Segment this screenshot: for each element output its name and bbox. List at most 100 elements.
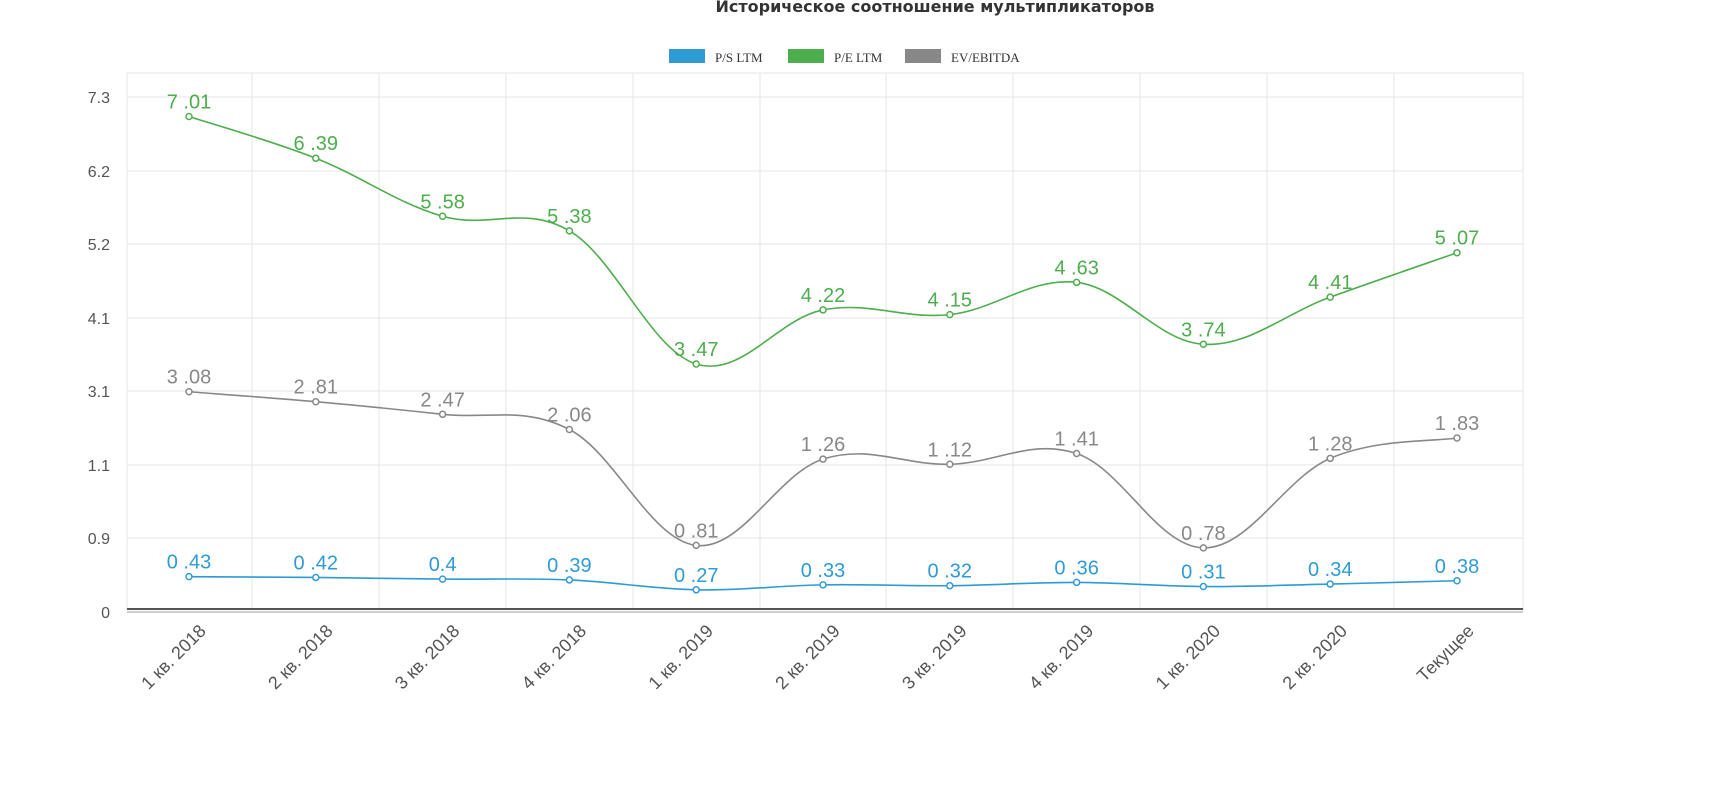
data-label: 6 .39 bbox=[294, 133, 338, 155]
data-point[interactable] bbox=[692, 541, 700, 550]
legend: P/S LTM P/E LTM EV/EBITDA bbox=[669, 49, 1020, 65]
data-point[interactable] bbox=[1072, 449, 1081, 458]
data-label: 1 .83 bbox=[1435, 413, 1479, 435]
legend-swatch[interactable] bbox=[669, 49, 705, 63]
data-label: 0 .33 bbox=[801, 560, 845, 582]
legend-swatch[interactable] bbox=[788, 49, 824, 63]
x-tick-label: 2 кв. 2018 bbox=[264, 621, 336, 693]
data-label: 1 .28 bbox=[1308, 433, 1352, 455]
x-tick-label: 1 кв. 2020 bbox=[1152, 621, 1224, 693]
data-label: 0 .81 bbox=[674, 520, 718, 542]
data-point[interactable] bbox=[946, 581, 954, 590]
data-label: 0 .34 bbox=[1308, 559, 1352, 581]
data-label: 4 .41 bbox=[1308, 272, 1352, 294]
data-label: 3 .47 bbox=[674, 339, 718, 361]
grid bbox=[126, 72, 1524, 609]
chart-title: Историческое соотношение мультипликаторо… bbox=[715, 0, 1154, 16]
x-tick-label: 2 кв. 2019 bbox=[771, 621, 843, 693]
y-tick-label: 7.3 bbox=[88, 90, 110, 107]
data-label: 2 .81 bbox=[294, 377, 338, 399]
data-label: 7 .01 bbox=[167, 92, 211, 114]
data-label: 4 .22 bbox=[801, 285, 845, 307]
data-label: 5 .38 bbox=[547, 206, 591, 228]
legend-label[interactable]: EV/EBITDA bbox=[951, 50, 1020, 65]
y-tick-label: 0 bbox=[101, 605, 110, 622]
data-label: 0.4 bbox=[429, 554, 457, 576]
y-tick-label: 4.1 bbox=[88, 311, 110, 328]
y-tick-label: 6.2 bbox=[88, 164, 110, 181]
data-point[interactable] bbox=[565, 576, 574, 584]
data-label: 0 .38 bbox=[1435, 556, 1479, 578]
data-point[interactable] bbox=[819, 581, 827, 589]
series-group: 0 .43 0 .42 0.4 0 .39 0 .27 0 .33 0 .32 0 .36 0 … bbox=[167, 552, 1479, 594]
data-label: 1 .26 bbox=[801, 434, 845, 456]
data-label: 0 .78 bbox=[1181, 523, 1225, 545]
y-tick-label: 3.1 bbox=[88, 384, 110, 401]
data-point[interactable] bbox=[1072, 578, 1081, 587]
data-point[interactable] bbox=[946, 460, 954, 469]
data-point[interactable] bbox=[1199, 340, 1208, 349]
x-tick-label: 2 кв. 2020 bbox=[1279, 621, 1351, 693]
data-label: 1 .12 bbox=[928, 439, 972, 461]
series-group: 3 .08 2 .81 2 .47 2 .06 0 .81 1 .26 1 .12 1 .41… bbox=[167, 367, 1479, 552]
data-point[interactable] bbox=[1453, 248, 1461, 257]
data-point[interactable] bbox=[819, 306, 827, 314]
data-point[interactable] bbox=[692, 360, 700, 368]
data-label: 0 .43 bbox=[167, 552, 211, 574]
series-layer: 0 .43 0 .42 0.4 0 .39 0 .27 0 .33 0 .32 0 .36 0 … bbox=[167, 92, 1479, 594]
data-label: 5 .58 bbox=[420, 191, 464, 213]
data-point[interactable] bbox=[1199, 582, 1208, 591]
data-point[interactable] bbox=[185, 387, 193, 396]
x-tick-label: 1 кв. 2019 bbox=[645, 621, 717, 693]
data-point[interactable] bbox=[185, 572, 193, 581]
y-tick-label: 1.1 bbox=[88, 458, 110, 475]
data-label: 2 .06 bbox=[547, 404, 591, 426]
x-tick-label: 3 кв. 2018 bbox=[391, 621, 463, 693]
data-point[interactable] bbox=[185, 112, 193, 121]
data-point[interactable] bbox=[1072, 278, 1081, 287]
series-line[interactable] bbox=[188, 115, 1458, 367]
x-tick-label: 3 кв. 2019 bbox=[898, 621, 970, 693]
data-label: 0 .36 bbox=[1054, 557, 1098, 579]
data-label: 2 .47 bbox=[420, 389, 464, 411]
x-tick-label: 4 кв. 2019 bbox=[1025, 621, 1097, 693]
legend-swatch[interactable] bbox=[905, 49, 941, 63]
x-tick-label: 1 кв. 2018 bbox=[137, 621, 209, 693]
data-point[interactable] bbox=[1326, 454, 1334, 463]
data-point[interactable] bbox=[1199, 544, 1208, 552]
data-point[interactable] bbox=[312, 573, 320, 582]
data-point[interactable] bbox=[1453, 577, 1461, 585]
series-group: 7 .01 6 .39 5 .58 5 .38 3 .47 4 .22 4 .15 4 .63… bbox=[167, 92, 1479, 368]
data-label: 3 .08 bbox=[167, 367, 211, 389]
data-label: 0 .39 bbox=[547, 555, 591, 577]
data-label: 4 .63 bbox=[1054, 257, 1098, 279]
data-point[interactable] bbox=[1326, 580, 1334, 588]
data-point[interactable] bbox=[1453, 434, 1461, 442]
data-label: 0 .27 bbox=[674, 565, 718, 587]
data-label: 3 .74 bbox=[1181, 319, 1225, 341]
data-label: 1 .41 bbox=[1054, 429, 1098, 451]
y-tick-label: 0.9 bbox=[88, 531, 110, 548]
data-point[interactable] bbox=[1326, 293, 1334, 301]
x-tick-label: 4 кв. 2018 bbox=[518, 621, 590, 693]
data-point[interactable] bbox=[438, 410, 447, 419]
data-point[interactable] bbox=[312, 154, 320, 162]
y-tick-label: 5.2 bbox=[88, 237, 110, 254]
data-label: 0 .31 bbox=[1181, 562, 1225, 584]
data-point[interactable] bbox=[565, 227, 574, 235]
data-point[interactable] bbox=[565, 425, 574, 434]
data-point[interactable] bbox=[946, 310, 954, 319]
data-point[interactable] bbox=[312, 397, 320, 406]
data-point[interactable] bbox=[692, 586, 700, 594]
data-label: 4 .15 bbox=[928, 290, 972, 312]
data-point[interactable] bbox=[438, 575, 447, 583]
data-point[interactable] bbox=[438, 212, 447, 221]
legend-label[interactable]: P/S LTM bbox=[715, 50, 763, 65]
data-label: 0 .42 bbox=[294, 552, 338, 574]
data-label: 5 .07 bbox=[1435, 228, 1479, 250]
data-point[interactable] bbox=[819, 455, 827, 463]
x-tick-label: Текущее bbox=[1413, 621, 1478, 686]
legend-label[interactable]: P/E LTM bbox=[834, 50, 883, 65]
